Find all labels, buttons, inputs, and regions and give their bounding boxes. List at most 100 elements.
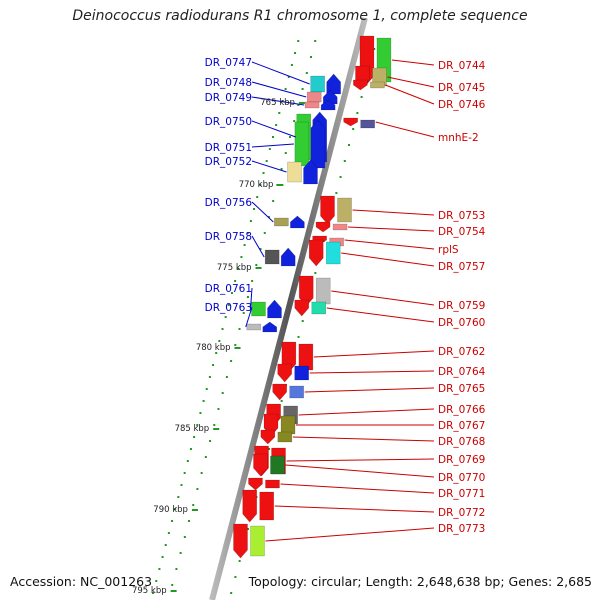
gene-block[interactable] [360,119,375,129]
gene-arrow-reverse[interactable] [303,159,318,185]
track-dot [272,200,275,202]
gene-block[interactable] [332,223,348,231]
track-dot [209,440,212,442]
gene-arrow-forward[interactable] [242,489,258,523]
gene-arrow-forward[interactable] [308,239,324,267]
gene-arrow-forward[interactable] [294,299,310,317]
gene-block[interactable] [274,217,289,227]
label-leader-line [387,76,435,88]
gene-label[interactable]: DR_0765 [438,383,485,395]
gene-label[interactable]: DR_0767 [438,420,485,432]
scale-label: 795 kbp [132,586,167,596]
gene-label[interactable]: DR_0769 [438,454,485,466]
track-dot [225,376,228,378]
gene-label[interactable]: DR_0757 [438,261,485,273]
gene-label[interactable]: DR_0771 [438,488,485,500]
label-leader-line [251,160,287,173]
gene-block[interactable] [287,161,302,183]
gene-arrow-forward[interactable] [233,523,248,559]
track-dot [189,448,192,450]
gene-block[interactable] [270,455,285,475]
label-leader-line [385,84,435,105]
gene-arrow-reverse[interactable] [320,99,336,111]
gene-block[interactable] [259,491,275,521]
gene-arrow-reverse[interactable] [262,321,278,333]
gene-label[interactable]: DR_0751 [205,142,252,154]
gene-label[interactable]: DR_0753 [438,210,485,222]
track-dot [294,52,297,54]
gene-label[interactable]: DR_0746 [438,99,486,111]
label-leader-line [313,350,435,358]
scale-tick [234,347,241,349]
gene-arrow-forward[interactable] [248,477,263,491]
gene-block[interactable] [337,197,352,223]
gene-label[interactable]: DR_0758 [205,231,252,243]
label-leader-line [265,527,435,542]
gene-block[interactable] [325,241,341,265]
gene-label[interactable]: DR_0750 [205,116,252,128]
gene-arrow-forward[interactable] [277,363,292,383]
gene-label[interactable]: DR_0773 [438,523,485,535]
track-dot [259,248,262,250]
gene-label[interactable]: DR_0762 [438,346,485,358]
gene-label[interactable]: DR_0749 [205,92,252,104]
track-dot [237,268,240,270]
gene-label[interactable]: DR_0747 [205,57,252,69]
gene-label[interactable]: DR_0772 [438,507,485,519]
label-leader-line [251,235,265,258]
gene-label[interactable]: DR_0748 [205,77,252,89]
label-leader-line [285,464,435,478]
gene-block[interactable] [294,365,309,381]
gene-arrow-forward[interactable] [315,221,331,233]
gene-block[interactable] [306,91,322,103]
gene-label[interactable]: rplS [438,244,459,256]
gene-label[interactable]: DR_0766 [438,404,486,416]
track-dot [180,484,183,486]
gene-label[interactable]: DR_0768 [438,436,485,448]
gene-block[interactable] [311,301,327,315]
gene-block[interactable] [315,277,331,305]
scale-tick [277,184,284,186]
gene-block[interactable] [280,415,296,435]
gene-label[interactable]: DR_0764 [438,366,486,378]
gene-block[interactable] [264,249,280,265]
gene-block[interactable] [304,101,320,109]
gene-block[interactable] [294,121,310,167]
gene-arrow-reverse[interactable] [310,119,326,169]
gene-arrow-forward[interactable] [320,195,335,225]
scale-label: 775 kbp [217,263,252,273]
gene-block[interactable] [251,301,266,317]
gene-arrow-forward[interactable] [260,429,276,445]
gene-arrow-forward[interactable] [253,453,268,477]
gene-block[interactable] [246,323,262,331]
gene-label[interactable]: DR_0770 [438,472,485,484]
gene-arrow-reverse[interactable] [280,247,296,267]
gene-label[interactable]: DR_0752 [205,156,252,168]
gene-label[interactable]: DR_0756 [205,197,253,209]
gene-arrow-reverse[interactable] [290,215,305,229]
gene-block[interactable] [250,525,265,557]
gene-arrow-reverse[interactable] [326,73,341,95]
gene-block[interactable] [310,75,325,93]
gene-label[interactable]: DR_0761 [205,283,252,295]
gene-label[interactable]: DR_0763 [205,302,252,314]
gene-label[interactable]: DR_0745 [438,82,485,94]
accession-text: Accession: NC_001263 [10,574,153,589]
track-dot [161,556,164,558]
gene-arrow-forward[interactable] [272,383,287,401]
gene-label[interactable]: DR_0744 [438,60,486,72]
gene-label[interactable]: DR_0760 [438,317,485,329]
gene-block[interactable] [370,81,385,89]
gene-block[interactable] [265,479,280,489]
gene-label[interactable]: DR_0754 [438,226,486,238]
gene-block[interactable] [289,385,304,399]
gene-arrow-forward[interactable] [343,117,358,127]
gene-arrow-forward[interactable] [298,275,314,307]
gene-label[interactable]: mnhE-2 [438,132,479,144]
track-dot [314,40,317,42]
gene-arrow-forward[interactable] [353,79,368,91]
gene-arrow-reverse[interactable] [267,299,282,319]
gene-label[interactable]: DR_0759 [438,300,485,312]
gene-block[interactable] [277,431,293,443]
track-dot [255,264,258,266]
